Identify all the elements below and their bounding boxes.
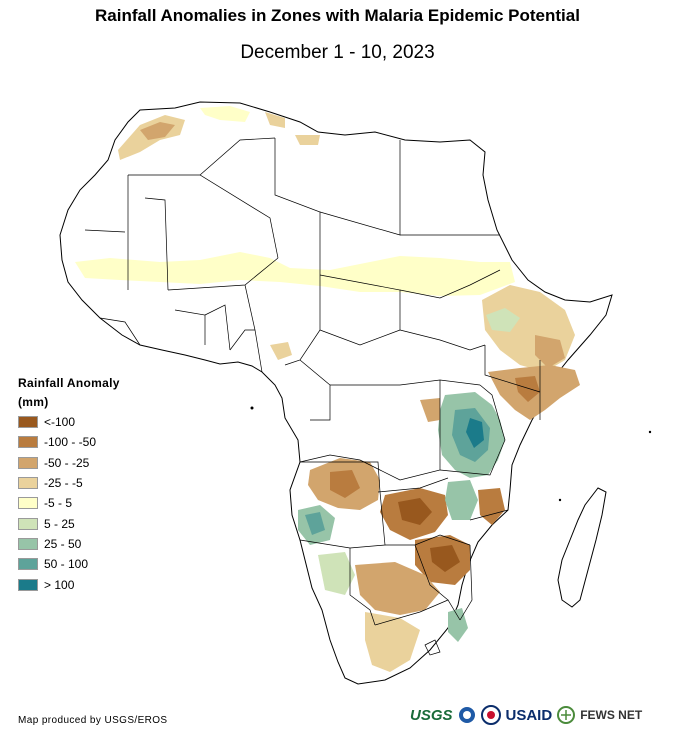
legend-item: -25 - -5: [18, 473, 120, 493]
usaid-logo: USAID: [505, 706, 553, 724]
africa-outline: [59, 101, 613, 685]
partner-logos: USGS USAID FEWS NET: [410, 702, 642, 728]
legend-label: <-100: [44, 415, 76, 430]
anomaly-zone: [515, 376, 540, 402]
map-subtitle: December 1 - 10, 2023: [240, 42, 435, 63]
legend-item: 5 - 25: [18, 513, 120, 533]
anomaly-zone: [365, 612, 420, 672]
anomaly-zone: [265, 112, 285, 128]
legend-swatch: [18, 456, 38, 469]
legend-item: -50 - -25: [18, 453, 120, 473]
anomaly-zone: [430, 545, 460, 572]
legend-item: <-100: [18, 412, 120, 432]
anomaly-zones: [75, 106, 580, 672]
usgs-logo: USGS: [410, 706, 453, 724]
legend-label: -25 - -5: [44, 476, 83, 491]
legend-label: 5 - 25: [44, 516, 75, 531]
legend-title: Rainfall Anomaly: [18, 376, 120, 390]
anomaly-zone: [355, 562, 440, 615]
legend-item: -100 - -50: [18, 432, 120, 452]
anomaly-zone: [318, 552, 355, 595]
anomaly-zone: [420, 398, 440, 422]
anomaly-zone: [478, 488, 505, 525]
usaid-seal-icon: [480, 705, 501, 725]
legend-item: -5 - 5: [18, 493, 120, 513]
legend-item: 50 - 100: [18, 554, 120, 574]
legend-item: > 100: [18, 574, 120, 594]
madagascar-outline: [557, 487, 607, 608]
legend-swatch: [18, 537, 38, 550]
fews-globe-icon: [557, 706, 576, 724]
legend-swatch: [18, 558, 38, 571]
legend-swatch: [18, 517, 38, 530]
legend-label: -5 - 5: [44, 496, 73, 511]
anomaly-zone: [466, 418, 484, 448]
legend-swatch: [18, 436, 38, 449]
anomaly-zone: [486, 308, 520, 332]
legend-swatch: [18, 477, 38, 490]
island-marker: [558, 498, 562, 502]
noaa-logo-icon: [458, 707, 475, 723]
legend-item: 25 - 50: [18, 534, 120, 554]
legend-label: > 100: [44, 577, 75, 592]
anomaly-zone: [448, 608, 468, 642]
anomaly-zone: [445, 480, 478, 520]
legend-swatch: [18, 416, 38, 429]
legend-units: (mm): [18, 395, 49, 409]
legend-label: 50 - 100: [44, 557, 89, 572]
island-marker: [648, 430, 652, 434]
anomaly-zone: [295, 135, 320, 145]
legend-label: 25 - 50: [44, 536, 82, 551]
anomaly-zone: [535, 335, 565, 368]
legend-label: -50 - -25: [44, 455, 90, 470]
anomaly-zone: [270, 342, 292, 360]
legend-label: -100 - -50: [44, 435, 97, 450]
legend-swatch: [18, 578, 38, 591]
legend-swatch: [18, 497, 38, 510]
fews-net-logo: FEWS NET: [580, 708, 643, 722]
island-marker: [250, 406, 254, 410]
anomaly-zone: [305, 512, 325, 535]
map-title: Rainfall Anomalies in Zones with Malaria…: [95, 6, 580, 25]
credit-text: Map produced by USGS/EROS: [18, 715, 168, 726]
anomaly-zone: [330, 470, 360, 498]
country-borders: [84, 137, 541, 656]
anomaly-zone: [75, 252, 515, 296]
anomaly-zone: [200, 106, 250, 122]
legend: Rainfall Anomaly (mm) <-100 -100 - -50 -50…: [18, 374, 120, 595]
anomaly-zone: [398, 498, 432, 525]
anomaly-zone: [140, 122, 175, 140]
legend-rows: <-100 -100 - -50 -50 - -25 -25 - -5 -5 - 5 5 …: [18, 412, 120, 595]
